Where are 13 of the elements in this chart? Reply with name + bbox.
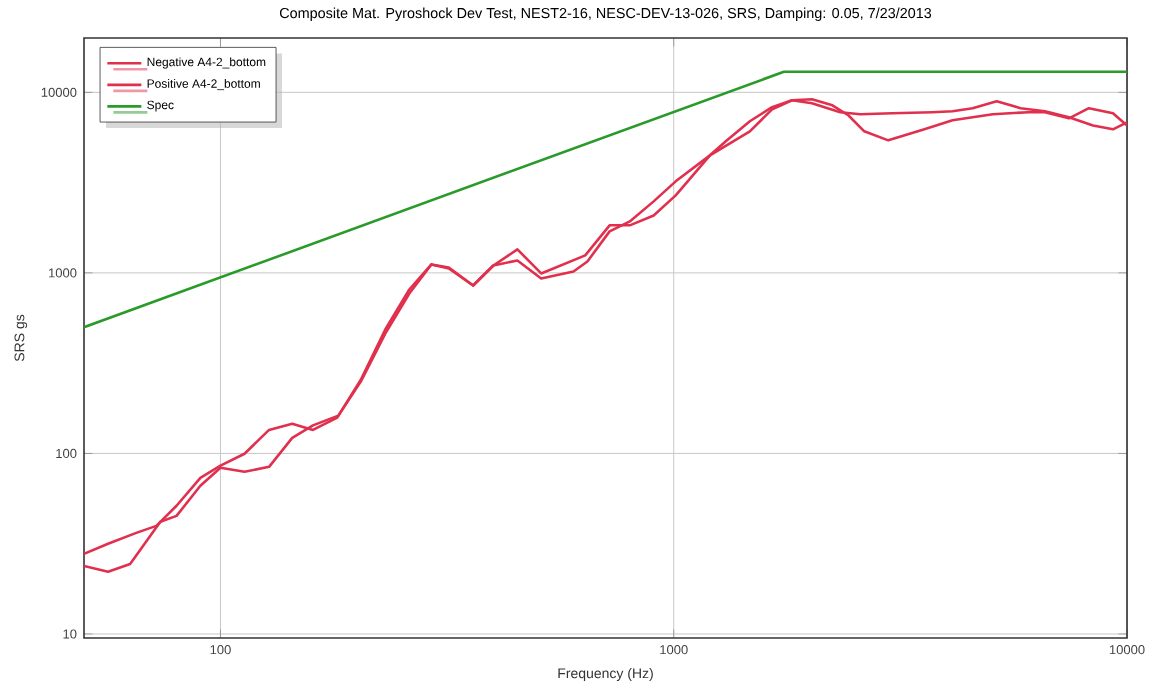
legend-label: Spec [147,100,174,112]
y-axis-title: SRS gs [14,314,28,362]
y-tick-label: 10 [63,629,77,639]
x-tick-label: 100 [210,645,231,655]
chart-title: Composite Mat. Pyroshock Dev Test, NEST2-16, NESC-DEV-13-026, SRS, Damping: 0.05, 7/23/2013 [279,7,932,21]
x-tick-label: 10000 [1109,645,1145,655]
y-tick-label: 10000 [41,87,77,97]
legend-label: Positive A4-2_bottom [147,79,260,91]
x-tick-label: 1000 [660,645,688,655]
y-tick-label: 1000 [49,268,77,278]
legend-label: Negative A4-2_bottom [147,57,266,69]
y-tick-label: 100 [56,448,77,459]
x-axis-title: Frequency (Hz) [558,667,653,681]
